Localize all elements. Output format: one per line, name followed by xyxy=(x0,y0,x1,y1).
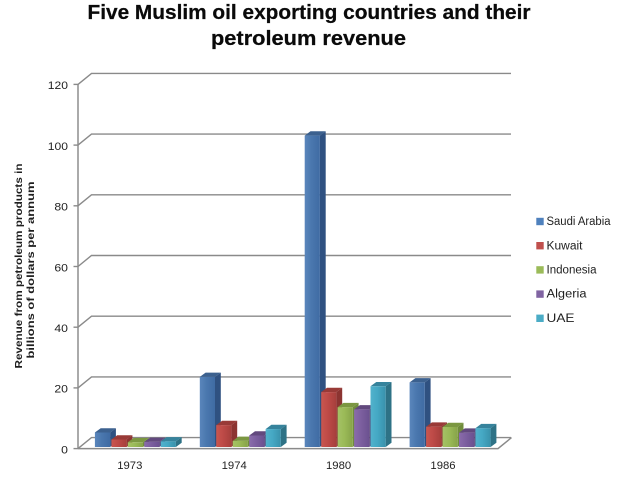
svg-text:Revenue from petroleum product: Revenue from petroleum products in xyxy=(13,164,25,369)
svg-text:1973: 1973 xyxy=(117,460,142,472)
svg-text:petroleum revenue: petroleum revenue xyxy=(211,28,406,50)
svg-text:1974: 1974 xyxy=(222,460,247,472)
svg-text:40: 40 xyxy=(54,323,68,335)
svg-text:80: 80 xyxy=(54,202,68,214)
svg-text:120: 120 xyxy=(48,80,68,92)
svg-text:Kuwait: Kuwait xyxy=(547,240,584,252)
svg-text:billions of dollars per annum: billions of dollars per annum xyxy=(25,182,37,359)
svg-text:Saudi Arabia: Saudi Arabia xyxy=(547,216,612,228)
svg-text:1980: 1980 xyxy=(326,460,351,472)
svg-text:0: 0 xyxy=(61,444,68,456)
svg-text:60: 60 xyxy=(54,262,68,274)
svg-text:UAE: UAE xyxy=(547,313,575,325)
svg-text:1986: 1986 xyxy=(430,460,455,472)
svg-text:Algeria: Algeria xyxy=(547,289,588,301)
svg-text:20: 20 xyxy=(54,384,68,396)
svg-text:Five Muslim oil exporting coun: Five Muslim oil exporting countries and … xyxy=(88,2,531,24)
svg-text:Indonesia: Indonesia xyxy=(547,265,598,277)
svg-text:100: 100 xyxy=(48,141,68,153)
